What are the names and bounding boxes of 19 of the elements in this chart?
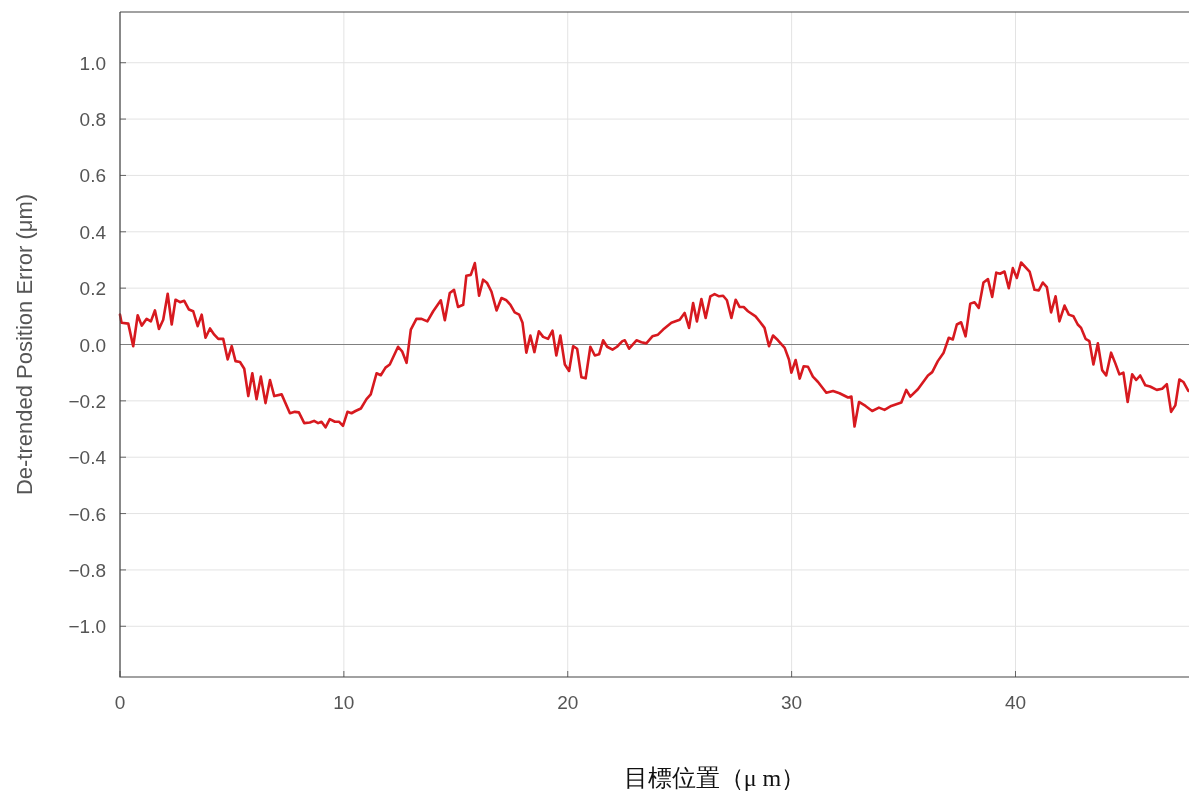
y-tick-label: −0.2 (68, 390, 106, 412)
x-axis-title: 目標位置（μ m） (623, 765, 806, 791)
y-tick-label: −1.0 (68, 616, 106, 638)
x-tick-label: 40 (1004, 692, 1027, 713)
y-tick-label: 0.2 (79, 278, 106, 300)
x-tick-label: 0 (114, 692, 126, 713)
y-tick-label: −0.6 (68, 503, 106, 525)
y-tick-label: 1.0 (79, 52, 106, 74)
y-tick-label: 0.8 (79, 109, 106, 131)
x-tick-label: 20 (557, 692, 579, 713)
y-tick-label: 0.6 (79, 165, 106, 187)
y-axis-title: De-trended Position Error (μm) (12, 193, 37, 496)
y-tick-label: 0.4 (79, 221, 107, 243)
x-tick-label: 10 (333, 692, 355, 713)
line-series (118, 261, 1189, 429)
y-tick-label: −0.4 (68, 447, 107, 469)
y-tick-label: 0.0 (79, 334, 106, 356)
x-tick-label: 30 (781, 692, 803, 713)
y-tick-label: −0.8 (68, 559, 106, 581)
